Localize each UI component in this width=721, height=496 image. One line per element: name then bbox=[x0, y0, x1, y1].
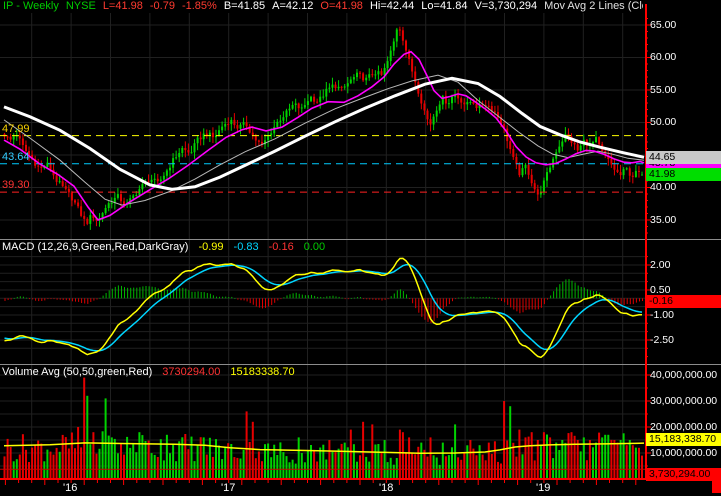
axis-corner-badge bbox=[712, 481, 721, 493]
macd-hist-badge: -0.16 bbox=[646, 295, 721, 308]
price-axis-label-55: 55.00 bbox=[650, 84, 677, 96]
ma-white-line bbox=[3, 76, 645, 191]
volume-ma-line bbox=[3, 442, 645, 455]
price-axis-label-60: 60.00 bbox=[650, 51, 677, 63]
low-price: Lo=41.84 bbox=[421, 0, 468, 12]
ask-price: A=42.12 bbox=[272, 0, 314, 12]
volume-legend: Volume Avg (50,50,green,Red) 3730294.00 … bbox=[2, 366, 295, 378]
macd-zero-value: 0.00 bbox=[303, 241, 326, 253]
bid-price: B=41.85 bbox=[223, 0, 266, 12]
ma-white-value-badge: 44.65 bbox=[646, 151, 721, 164]
ma-magenta-line bbox=[3, 50, 645, 221]
macd-signal-value: -0.83 bbox=[233, 241, 259, 253]
high-price: Hi=42.44 bbox=[369, 0, 415, 12]
volume-axis-label-30m: 30,000,000.00 bbox=[650, 395, 718, 407]
volume-current-badge: 3,730,294.00 bbox=[646, 468, 721, 481]
last-price-badge: 41.98 bbox=[646, 168, 721, 181]
price-axis-label-40: 40.00 bbox=[650, 181, 677, 193]
macd-legend: MACD (12,26,9,Green,Red,DarkGray) -0.99 … bbox=[2, 241, 325, 253]
year-label-17: '17 bbox=[221, 482, 236, 494]
price-axis-label-65: 65.00 bbox=[650, 19, 677, 31]
volume-bars bbox=[3, 377, 643, 478]
macd-line bbox=[4, 257, 642, 359]
macd-signal-line bbox=[4, 264, 643, 352]
macd-axis-label-05: 0.50 bbox=[650, 284, 671, 296]
last-price: L=41.98 bbox=[102, 0, 143, 12]
quote-header: IP - Weekly NYSE L=41.98 -0.79 -1.85% B=… bbox=[3, 0, 643, 13]
volume-avg-badge: 15,183,338.70 bbox=[646, 433, 721, 446]
macd-title: MACD (12,26,9,Green,Red,DarkGray) bbox=[2, 241, 189, 253]
volume-avg-value: 15183338.70 bbox=[230, 366, 295, 378]
price-change: -0.79 bbox=[149, 0, 175, 12]
macd-axis-label-2: 2.00 bbox=[650, 259, 671, 271]
macd-value: -0.99 bbox=[198, 241, 224, 253]
volume-axis-label-20m: 20,000,000.00 bbox=[650, 421, 718, 433]
volume-value: V=3,730,294 bbox=[474, 0, 538, 12]
price-change-pct: -1.85% bbox=[181, 0, 217, 12]
symbol-timeframe: IP - Weekly bbox=[3, 0, 59, 12]
exchange-label: NYSE bbox=[65, 0, 96, 12]
panel-separators bbox=[0, 239, 721, 365]
level-label-39-30: 39.30 bbox=[2, 179, 30, 191]
macd-axis-label-m1: -1.00 bbox=[650, 309, 674, 321]
volume-axis-label-10m: 10,000,000.00 bbox=[650, 447, 718, 459]
volume-title: Volume Avg (50,50,green,Red) bbox=[2, 366, 153, 378]
price-axis-label-50: 50.00 bbox=[650, 116, 677, 128]
volume-current-value: 3730294.00 bbox=[162, 366, 221, 378]
year-label-16: '16 bbox=[63, 482, 78, 494]
price-axis-label-35: 35.00 bbox=[650, 214, 677, 226]
volume-axis-label-40m: 40,000,000.00 bbox=[650, 369, 718, 381]
open-price: O=41.98 bbox=[320, 0, 363, 12]
candlesticks bbox=[3, 26, 643, 230]
ma-gray-line bbox=[3, 74, 645, 206]
year-label-18: '18 bbox=[379, 482, 394, 494]
macd-axis-label-m25: -2.50 bbox=[650, 334, 674, 346]
level-label-43-64: 43.64 bbox=[2, 151, 30, 163]
study-label: Mov Avg 2 Lines (Close ... bbox=[544, 0, 643, 12]
macd-histogram bbox=[4, 279, 643, 324]
level-label-47-99: 47.99 bbox=[2, 123, 30, 135]
year-label-19: '19 bbox=[536, 482, 551, 494]
macd-hist-value: -0.16 bbox=[268, 241, 294, 253]
